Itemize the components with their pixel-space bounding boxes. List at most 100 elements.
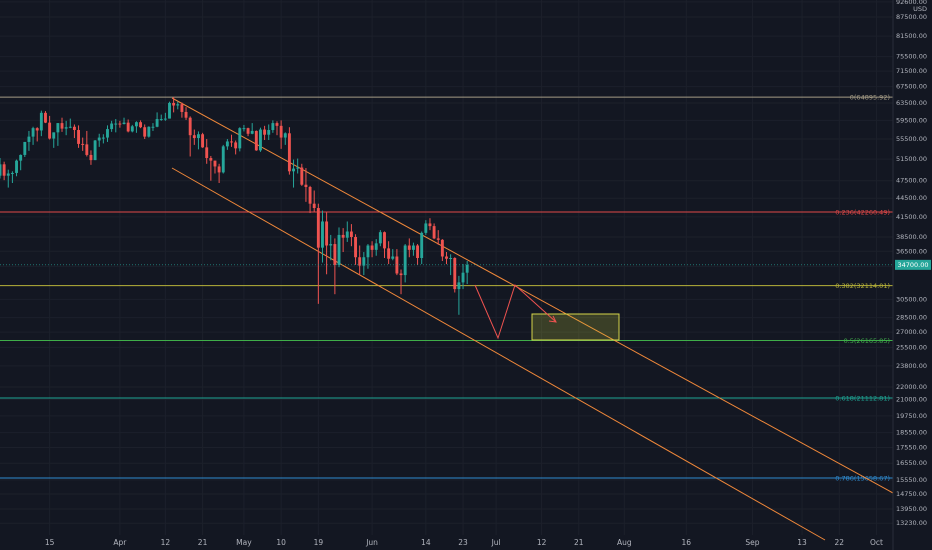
projection-arrowhead <box>548 315 557 323</box>
candle-body <box>453 257 457 290</box>
candle-body <box>85 144 89 155</box>
candle-body <box>238 128 242 149</box>
candle-body <box>300 167 304 185</box>
y-tick-label: 27000.00 <box>896 328 927 336</box>
y-tick-label: 28500.00 <box>896 314 927 322</box>
candle-body <box>420 232 424 258</box>
candle-body <box>465 264 469 273</box>
candle-body <box>0 164 2 176</box>
fib-label: 0.5(26165.85) <box>844 337 890 345</box>
candle-body <box>151 126 155 128</box>
candle-body <box>114 123 118 125</box>
candle-body <box>147 126 151 137</box>
drawings <box>171 97 894 541</box>
x-tick-label: Aug <box>617 538 632 547</box>
candle-body <box>358 257 362 266</box>
x-tick-label: Oct <box>870 538 883 547</box>
candle-body <box>387 248 391 259</box>
candle-body <box>304 184 308 188</box>
last-price-tag <box>895 259 931 270</box>
fib-label: 0.382(32114.01) <box>835 282 890 290</box>
y-tick-label: 16550.00 <box>896 459 927 467</box>
candle-body <box>263 129 267 135</box>
x-tick-label: May <box>236 538 252 547</box>
candle-body <box>349 231 353 238</box>
x-tick-label: Jun <box>365 538 378 547</box>
candle-body <box>209 158 213 161</box>
candle-body <box>292 168 295 172</box>
candle-body <box>329 244 333 246</box>
candle-body <box>337 234 341 265</box>
candle-body <box>267 130 271 135</box>
candle-body <box>106 129 109 138</box>
candle-body <box>391 256 395 259</box>
candles <box>0 97 893 315</box>
target-zone <box>531 313 620 341</box>
candle-body <box>27 136 31 142</box>
y-tick-label: 55500.00 <box>896 135 927 143</box>
x-tick-label: 19 <box>314 538 324 547</box>
candle-body <box>230 141 233 143</box>
y-tick-label: 30500.00 <box>896 295 927 303</box>
projection-path <box>474 284 557 340</box>
currency-label: USD <box>913 5 927 13</box>
candle-body <box>445 256 448 259</box>
candle-body <box>68 126 72 128</box>
candle-body <box>89 154 93 161</box>
candle-body <box>139 122 143 128</box>
candle-body <box>362 257 366 266</box>
candle-body <box>97 137 101 141</box>
y-tick-label: 36500.00 <box>896 247 927 255</box>
candle-body <box>316 208 320 248</box>
candle-body <box>370 245 374 250</box>
candle-body <box>296 167 300 169</box>
y-tick-label: 67500.00 <box>896 83 927 91</box>
y-tick-label: 44500.00 <box>896 194 927 202</box>
candle-body <box>271 123 275 131</box>
y-tick-label: 13230.00 <box>896 519 927 527</box>
candle-body <box>213 160 217 167</box>
candle-body <box>56 123 60 133</box>
candle-body <box>60 123 64 129</box>
x-tick-label: Sep <box>745 538 759 547</box>
last-price-label: 34700.00 <box>897 261 928 269</box>
candle-body <box>321 221 324 248</box>
y-tick-label: 19750.00 <box>896 412 927 420</box>
candle-body <box>77 130 80 144</box>
candle-body <box>283 133 287 138</box>
candle-body <box>180 104 184 112</box>
candle-body <box>196 134 200 139</box>
x-tick-label: 12 <box>161 538 171 547</box>
candle-body <box>457 282 461 290</box>
x-tick-label: 21 <box>574 538 584 547</box>
candle-body <box>217 166 221 173</box>
candle-body <box>378 232 382 244</box>
candle-body <box>345 231 349 238</box>
y-tick-label: 38500.00 <box>896 233 927 241</box>
candle-body <box>399 273 403 276</box>
y-tick-label: 81500.00 <box>896 32 927 40</box>
candle-body <box>242 128 246 130</box>
candle-body <box>122 122 126 125</box>
y-tick-label: 47500.00 <box>896 177 927 185</box>
y-tick-label: 92600.00 <box>896 0 927 6</box>
candle-body <box>23 141 27 155</box>
candle-body <box>172 102 176 106</box>
candle-body <box>81 143 85 145</box>
candle-body <box>279 125 283 138</box>
candle-body <box>201 134 205 148</box>
candle-body <box>254 130 258 151</box>
y-tick-label: 87500.00 <box>896 13 927 21</box>
candle-body <box>407 245 411 250</box>
candle-body <box>52 132 56 139</box>
fib-levels: 0(64895.92) 0.236(42260.49) 0.382(32114.01… <box>0 94 893 483</box>
candle-body <box>246 128 250 134</box>
candle-body <box>176 104 180 106</box>
candle-body <box>432 226 436 239</box>
y-tick-label: 25500.00 <box>896 343 927 351</box>
candle-body <box>333 244 337 265</box>
candle-body <box>461 272 465 283</box>
y-tick-label: 75500.00 <box>896 53 927 61</box>
